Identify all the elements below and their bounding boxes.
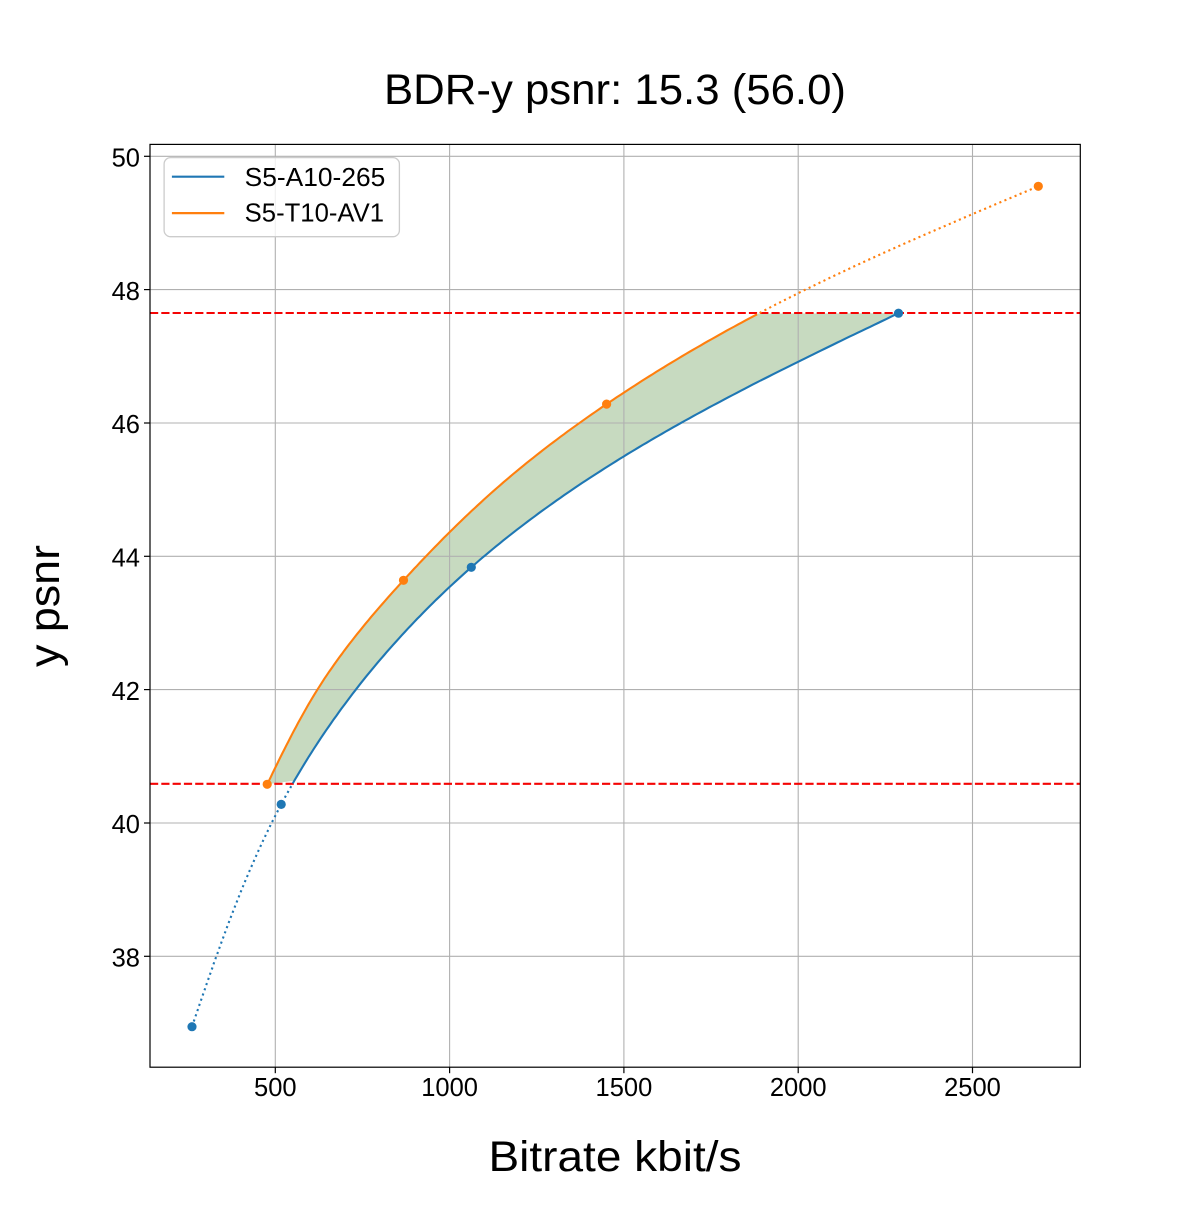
svg-text:2000: 2000 bbox=[770, 1074, 827, 1102]
svg-text:44: 44 bbox=[112, 545, 140, 573]
svg-text:1500: 1500 bbox=[596, 1074, 653, 1102]
svg-text:38: 38 bbox=[112, 945, 140, 973]
svg-text:40: 40 bbox=[112, 811, 140, 839]
svg-text:50: 50 bbox=[112, 145, 140, 173]
svg-text:y psnr: y psnr bbox=[21, 545, 69, 667]
svg-text:Bitrate kbit/s: Bitrate kbit/s bbox=[489, 1133, 742, 1181]
svg-text:1000: 1000 bbox=[421, 1074, 478, 1102]
svg-text:42: 42 bbox=[112, 678, 140, 706]
svg-text:S5-A10-265: S5-A10-265 bbox=[245, 164, 386, 192]
svg-text:500: 500 bbox=[254, 1074, 297, 1102]
svg-text:2500: 2500 bbox=[944, 1074, 1001, 1102]
svg-text:BDR-y psnr: 15.3 (56.0): BDR-y psnr: 15.3 (56.0) bbox=[384, 67, 846, 114]
svg-text:48: 48 bbox=[112, 278, 140, 306]
svg-text:46: 46 bbox=[112, 411, 140, 439]
svg-text:S5-T10-AV1: S5-T10-AV1 bbox=[245, 200, 384, 228]
